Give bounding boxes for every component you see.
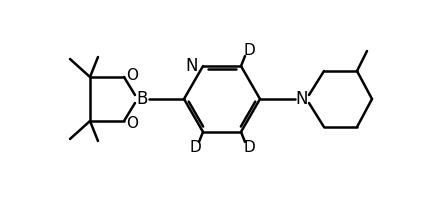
Text: D: D (243, 43, 255, 58)
Text: D: D (189, 140, 201, 155)
Text: B: B (136, 90, 147, 108)
Text: D: D (243, 140, 255, 155)
Text: N: N (185, 57, 198, 75)
Text: O: O (126, 67, 138, 83)
Text: O: O (126, 115, 138, 131)
Text: N: N (296, 90, 308, 108)
